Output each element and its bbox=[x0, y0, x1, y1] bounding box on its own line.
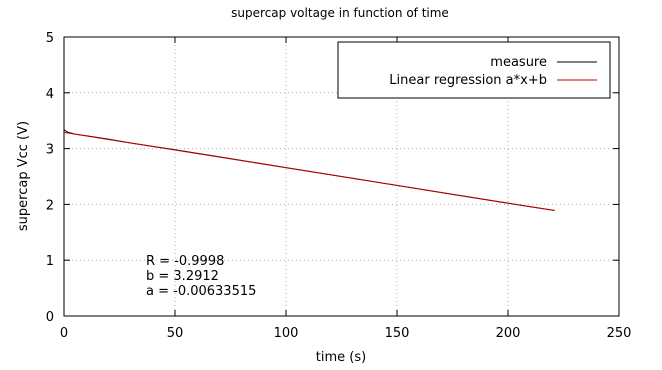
regression-stats: R = -0.9998 b = 3.2912 a = -0.00633515 bbox=[146, 254, 256, 299]
stat-r: R = -0.9998 bbox=[146, 254, 224, 269]
y-tick-label: 3 bbox=[46, 143, 54, 158]
y-tick-label: 2 bbox=[46, 198, 54, 213]
legend: measure Linear regression a*x+b bbox=[337, 41, 611, 99]
y-axis-label: supercap Vcc (V) bbox=[16, 121, 31, 231]
stat-b: b = 3.2912 bbox=[146, 269, 219, 284]
x-tick-label: 200 bbox=[496, 326, 521, 341]
x-tick-label: 100 bbox=[274, 326, 299, 341]
series-line-regression bbox=[63, 131, 555, 211]
x-tick-label: 0 bbox=[60, 326, 68, 341]
axis-ticks: 0 50 100 150 200 250 0 1 2 3 4 5 bbox=[46, 31, 632, 341]
legend-label-measure: measure bbox=[490, 55, 547, 70]
chart-title: supercap voltage in function of time bbox=[231, 6, 449, 20]
y-tick-label: 1 bbox=[46, 254, 54, 269]
x-tick-label: 250 bbox=[607, 326, 632, 341]
y-tick-label: 5 bbox=[46, 31, 54, 46]
grid bbox=[64, 37, 619, 316]
legend-box bbox=[337, 41, 611, 99]
x-tick-label: 50 bbox=[167, 326, 184, 341]
x-axis-label: time (s) bbox=[316, 350, 366, 365]
series-lines bbox=[63, 129, 555, 211]
y-tick-label: 4 bbox=[46, 87, 54, 102]
x-tick-label: 150 bbox=[385, 326, 410, 341]
y-tick-label: 0 bbox=[46, 310, 54, 325]
legend-label-regression: Linear regression a*x+b bbox=[389, 73, 547, 88]
stat-a: a = -0.00633515 bbox=[146, 284, 256, 299]
plot-area-border bbox=[63, 36, 620, 317]
